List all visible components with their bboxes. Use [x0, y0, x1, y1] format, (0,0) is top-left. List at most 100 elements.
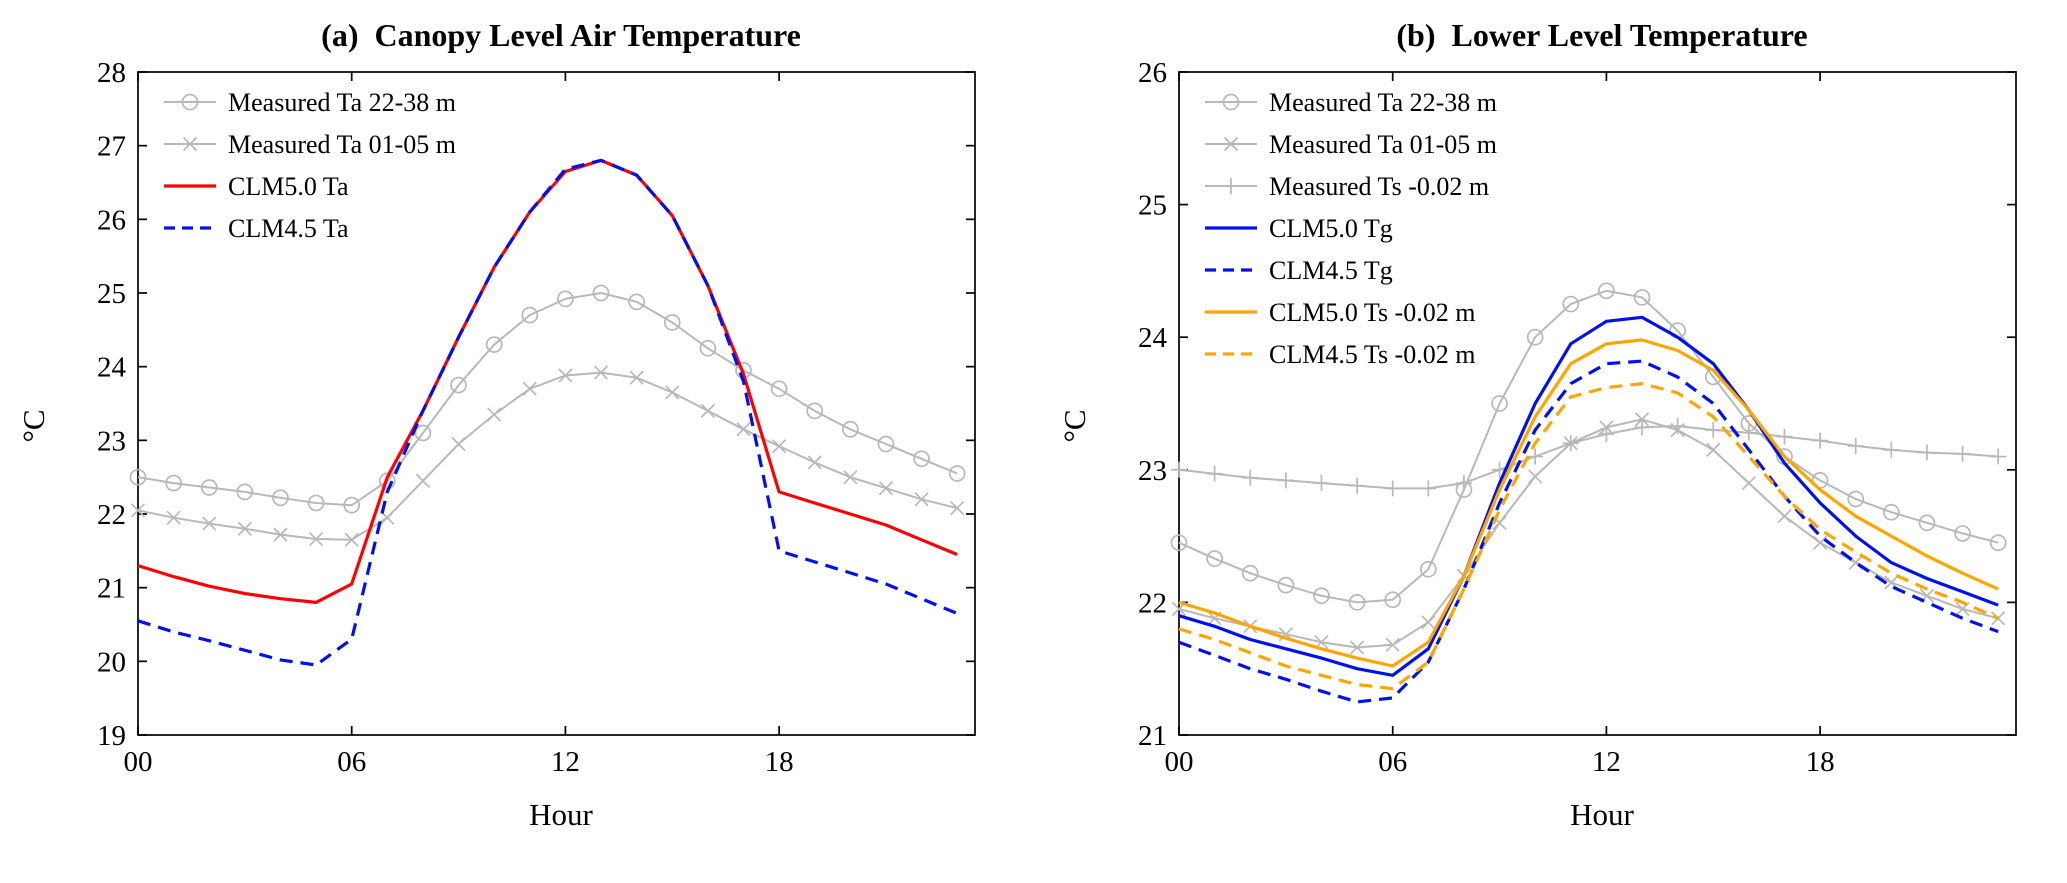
marker-circle — [1313, 587, 1330, 605]
chart-title-b: (b) Lower Level Temperature — [1396, 17, 1808, 53]
marker-x — [665, 385, 680, 400]
marker-x — [878, 481, 894, 496]
x-tick-label: 00 — [124, 746, 153, 778]
marker-plus — [1990, 448, 2007, 465]
y-tick-label: 26 — [1138, 58, 1167, 89]
plot-frame — [1178, 71, 2017, 736]
marker-x — [451, 436, 466, 452]
marker-plus — [1740, 424, 1757, 441]
marker-plus — [1705, 422, 1722, 439]
marker-x — [487, 407, 502, 422]
marker-circle — [877, 435, 895, 453]
marker-plus — [1223, 178, 1239, 194]
y-tick-label: 27 — [97, 131, 126, 163]
y-axis-label-a: °C — [16, 408, 51, 443]
y-tick-label: 22 — [1138, 587, 1167, 619]
marker-plus — [1776, 428, 1793, 445]
series-line — [137, 292, 958, 507]
marker-circle — [557, 290, 574, 308]
legend-label: CLM4.5 Ta — [228, 214, 349, 243]
legend-label: CLM4.5 Ts -0.02 m — [1269, 340, 1475, 369]
marker-circle — [913, 450, 930, 468]
marker-circle — [1170, 534, 1188, 552]
marker-circle — [1348, 594, 1366, 611]
y-tick-label: 28 — [97, 58, 126, 89]
marker-x — [629, 370, 644, 385]
marker-x — [950, 501, 965, 516]
marker-circle — [841, 420, 859, 438]
marker-circle — [1954, 525, 1971, 542]
y-tick-label: 21 — [97, 573, 126, 605]
legend-label: CLM5.0 Ta — [228, 172, 349, 201]
marker-plus — [1634, 419, 1651, 436]
marker-circle — [806, 402, 824, 420]
y-tick-label: 25 — [97, 278, 126, 310]
marker-plus — [1349, 477, 1366, 494]
marker-circle — [1526, 328, 1544, 346]
marker-circle — [343, 496, 361, 514]
legend-label: Measured Ta 01-05 m — [228, 130, 456, 159]
marker-circle — [628, 293, 645, 311]
marker-x — [1777, 509, 1792, 524]
marker-plus — [1313, 475, 1330, 492]
marker-circle — [181, 93, 199, 111]
marker-x — [166, 510, 181, 525]
marker-x — [807, 455, 822, 470]
marker-circle — [1419, 560, 1437, 578]
series-line — [1178, 382, 1999, 691]
marker-circle — [1882, 503, 1900, 521]
y-tick-label: 26 — [97, 204, 126, 236]
x-axis-label-a: Hour — [529, 797, 593, 832]
y-tick-label: 25 — [1138, 190, 1167, 222]
plot-frame — [137, 71, 976, 736]
y-tick-label: 21 — [1138, 720, 1167, 752]
marker-circle — [236, 483, 254, 501]
marker-plus — [1669, 418, 1686, 435]
marker-x — [182, 136, 198, 152]
marker-circle — [485, 336, 503, 353]
x-tick-label: 12 — [1592, 746, 1621, 778]
marker-circle — [1222, 93, 1240, 111]
series-line — [137, 371, 958, 541]
x-tick-label: 06 — [337, 746, 366, 778]
marker-x — [130, 503, 146, 518]
marker-circle — [521, 306, 539, 324]
chart-title-a: (a) Canopy Level Air Temperature — [321, 17, 801, 53]
marker-circle — [1384, 591, 1402, 609]
marker-plus — [1954, 445, 1971, 462]
marker-plus — [1384, 480, 1401, 497]
marker-circle — [1598, 282, 1615, 300]
marker-x — [273, 527, 288, 542]
marker-x — [843, 470, 858, 485]
legend-label: Measured Ta 22-38 m — [228, 88, 456, 117]
marker-circle — [307, 494, 325, 512]
marker-circle — [663, 314, 681, 331]
series-line — [1178, 359, 1999, 704]
series-line — [1178, 338, 1999, 668]
marker-circle — [1241, 564, 1259, 582]
marker-x — [1528, 469, 1543, 484]
marker-circle — [1989, 534, 2007, 552]
marker-plus — [1527, 448, 1544, 465]
marker-plus — [1242, 469, 1259, 486]
legend-label: Measured Ta 01-05 m — [1269, 130, 1497, 159]
marker-x — [202, 516, 217, 531]
series-line — [137, 158, 958, 667]
marker-x — [1421, 615, 1436, 630]
x-tick-label: 06 — [1378, 746, 1407, 778]
y-tick-label: 24 — [97, 352, 127, 384]
legend-label: CLM4.5 Tg — [1269, 256, 1393, 285]
marker-x — [1955, 601, 1970, 617]
marker-plus — [1455, 475, 1472, 492]
legend-label: CLM5.0 Tg — [1269, 214, 1393, 243]
marker-circle — [948, 465, 966, 482]
marker-plus — [1277, 472, 1294, 489]
marker-circle — [450, 376, 467, 394]
y-tick-label: 23 — [97, 425, 126, 457]
marker-circle — [414, 424, 432, 442]
y-axis-label-b: °C — [1057, 408, 1092, 443]
marker-plus — [1812, 432, 1829, 449]
y-tick-label: 20 — [97, 646, 126, 678]
legend-label: CLM5.0 Ts -0.02 m — [1269, 298, 1475, 327]
x-tick-label: 00 — [1165, 746, 1194, 778]
